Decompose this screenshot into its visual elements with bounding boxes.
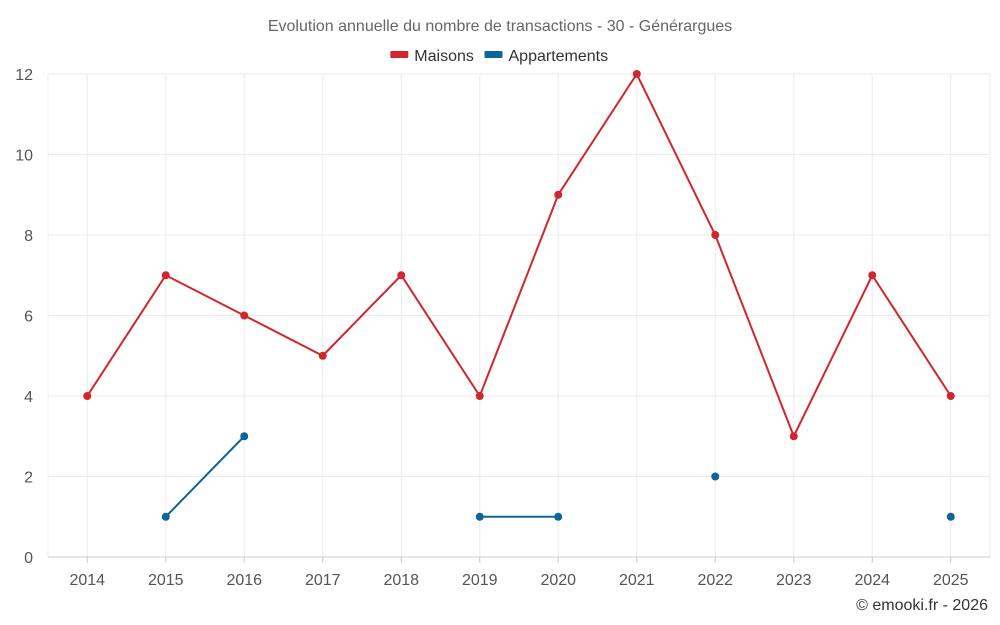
x-tick-label: 2022	[697, 572, 733, 589]
x-tick-label: 2015	[148, 572, 184, 589]
legend-label: Maisons	[414, 48, 474, 65]
data-point[interactable]	[240, 432, 249, 441]
data-point[interactable]	[711, 231, 720, 239]
x-tick-label: 2019	[462, 572, 498, 589]
legend-item-maisons[interactable]: Maisons	[390, 48, 474, 65]
y-tick-label: 12	[15, 67, 33, 84]
y-tick-label: 2	[24, 470, 33, 487]
legend-swatch	[484, 51, 503, 58]
x-tick-label: 2025	[933, 572, 969, 589]
x-tick-label: 2023	[776, 572, 812, 589]
legend[interactable]: Maisons Appartements	[390, 48, 608, 65]
data-point[interactable]	[161, 512, 170, 521]
data-point[interactable]	[554, 512, 563, 521]
grid-layer	[47, 73, 991, 557]
data-point[interactable]	[240, 311, 249, 320]
legend-item-appartements[interactable]: Appartements	[484, 48, 609, 65]
data-point[interactable]	[789, 432, 798, 441]
data-point[interactable]	[946, 512, 955, 521]
series-line	[165, 435, 245, 518]
data-point[interactable]	[475, 392, 484, 400]
data-point[interactable]	[475, 512, 484, 521]
data-point[interactable]	[161, 271, 170, 280]
series-appartements	[161, 432, 955, 521]
y-tick-label: 8	[24, 228, 33, 245]
x-tick-label: 2018	[383, 572, 419, 589]
y-tick-label: 6	[24, 309, 33, 326]
data-point[interactable]	[868, 271, 877, 280]
series-layer	[83, 70, 955, 521]
chart-title: Evolution annuelle du nombre de transact…	[268, 18, 732, 35]
y-tick-label: 10	[15, 148, 33, 165]
series-maisons	[83, 70, 955, 441]
legend-label: Appartements	[509, 48, 609, 65]
axis-layer: 0 2 4 6 8 10 12 2014 2015 2016 2017 2018 2019 2020 202…	[15, 67, 990, 589]
x-tick-label: 2024	[854, 572, 890, 589]
data-point[interactable]	[711, 472, 720, 481]
data-point[interactable]	[397, 271, 406, 280]
data-point[interactable]	[318, 351, 327, 360]
y-tick-label: 0	[24, 550, 33, 567]
x-tick-label: 2014	[69, 572, 105, 589]
x-tick-label: 2020	[540, 572, 576, 589]
series-line	[86, 71, 952, 439]
data-point[interactable]	[632, 70, 641, 78]
x-tick-label: 2017	[305, 572, 341, 589]
credit-text: © emooki.fr - 2026	[856, 597, 988, 614]
data-point[interactable]	[946, 392, 955, 400]
data-point[interactable]	[83, 392, 92, 400]
y-tick-label: 4	[24, 389, 33, 406]
x-tick-label: 2016	[226, 572, 262, 589]
x-tick-label: 2021	[619, 572, 655, 589]
legend-swatch	[390, 51, 409, 58]
data-point[interactable]	[554, 190, 563, 199]
